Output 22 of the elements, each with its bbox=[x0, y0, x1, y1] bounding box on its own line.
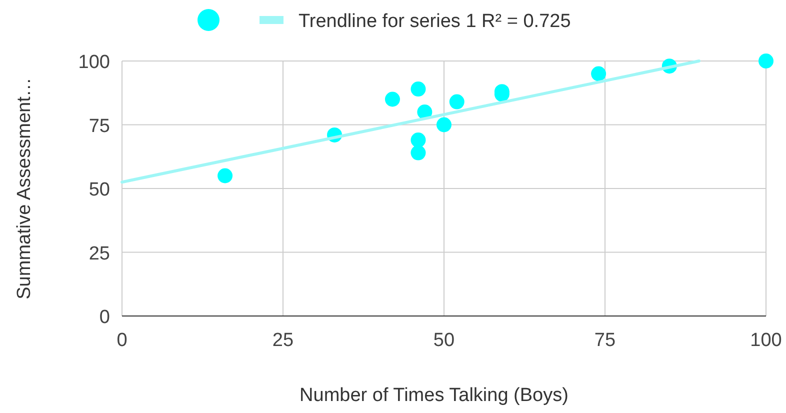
point bbox=[410, 82, 426, 97]
y-axis-title: Summative Assessment… bbox=[14, 78, 35, 300]
point bbox=[591, 66, 606, 82]
y-tick-label: 25 bbox=[88, 243, 110, 264]
point bbox=[410, 145, 426, 160]
point bbox=[410, 132, 426, 148]
x-tick-label: 0 bbox=[116, 330, 128, 351]
point bbox=[218, 168, 233, 184]
legend-label: Trendline for series 1 R² = 0.725 bbox=[298, 11, 571, 32]
x-tick-label: 100 bbox=[750, 330, 782, 351]
point bbox=[436, 117, 452, 132]
x-tick-label: 50 bbox=[433, 330, 455, 351]
x-axis-title: Number of Times Talking (Boys) bbox=[300, 385, 568, 406]
y-tick-label: 100 bbox=[78, 52, 110, 73]
point bbox=[384, 92, 400, 107]
y-tick-label: 0 bbox=[99, 307, 110, 328]
y-tick-label: 50 bbox=[88, 180, 110, 200]
y-tick-label: 75 bbox=[88, 116, 110, 137]
point bbox=[758, 54, 774, 68]
point bbox=[449, 94, 464, 110]
x-tick-label: 75 bbox=[594, 330, 616, 351]
x-tick-label: 25 bbox=[272, 330, 294, 351]
